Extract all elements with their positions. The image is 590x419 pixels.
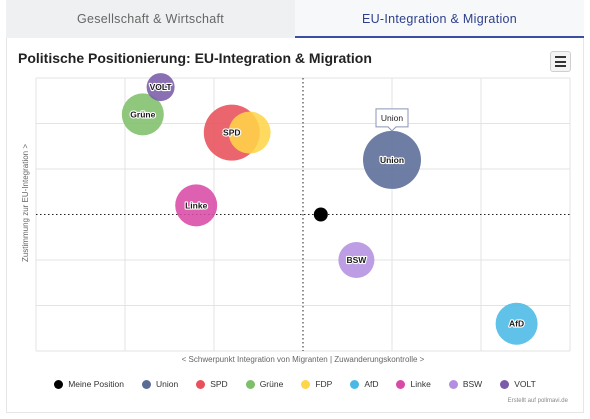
legend-label: BSW — [462, 379, 483, 389]
legend-item-spd[interactable]: SPD — [196, 379, 228, 389]
legend-marker — [448, 379, 458, 389]
legend-label: Linke — [410, 379, 431, 389]
hamburger-menu-icon[interactable] — [550, 51, 571, 72]
bubble-union[interactable] — [363, 130, 421, 189]
legend-item-volt[interactable]: VOLT — [500, 379, 536, 389]
bubble-linke[interactable] — [175, 184, 218, 227]
legend-marker — [396, 379, 406, 389]
bubble-label-afd: AfD — [509, 319, 524, 329]
legend-label: FDP — [315, 379, 333, 389]
legend-marker — [196, 379, 206, 389]
legend-marker — [141, 379, 151, 389]
legend-label: Meine Position — [68, 379, 124, 389]
bubble-label-spd: SPD — [223, 128, 240, 138]
credits-link[interactable]: Erstellt auf pollmavi.de — [507, 398, 568, 404]
legend-marker — [500, 379, 510, 389]
tab-gesellschaft-wirtschaft[interactable]: Gesellschaft & Wirtschaft — [76, 12, 225, 26]
bubble-bsw[interactable] — [338, 242, 375, 278]
bubble-label-volt: VOLT — [150, 82, 173, 92]
legend-marker — [54, 379, 64, 389]
legend-item-linke[interactable]: Linke — [396, 379, 431, 389]
tab-bar: Gesellschaft & Wirtschaft EU-Integration… — [6, 0, 584, 38]
legend-label: Union — [155, 379, 179, 389]
bubble-meine-position[interactable] — [313, 207, 328, 222]
legend-item-afd[interactable]: AfD — [350, 379, 378, 389]
y-axis-label: Zustimmung zur EU-Integration > — [21, 143, 30, 263]
menu-bar — [555, 60, 566, 63]
bubble-label-linke: Linke — [185, 200, 207, 210]
tooltip-box — [375, 108, 409, 132]
legend-label: Grüne — [259, 379, 284, 389]
menu-bar — [555, 56, 566, 58]
legend-item-grüne[interactable]: Grüne — [245, 379, 284, 389]
legend-label: VOLT — [514, 379, 536, 389]
bubble-label-grüne: Grüne — [130, 109, 155, 119]
menu-bar — [555, 65, 566, 67]
bubble-fdp[interactable] — [228, 111, 271, 154]
legend: Meine Position Union SPD Grüne FDP AfD Linke BS… — [0, 379, 590, 389]
bubble-label-union: Union — [380, 155, 404, 165]
legend-item-union[interactable]: Union — [141, 379, 179, 389]
bubble-label-bsw: BSW — [346, 255, 367, 265]
bubble-volt[interactable] — [146, 73, 175, 102]
legend-marker — [245, 379, 255, 389]
legend-marker — [301, 379, 311, 389]
tab-eu-integration-migration[interactable]: EU-Integration & Migration — [295, 0, 584, 38]
legend-marker — [350, 379, 360, 389]
bubble-afd[interactable] — [495, 302, 538, 345]
tooltip-text: Union — [381, 113, 403, 123]
bubble-grüne[interactable] — [121, 93, 164, 136]
x-axis-label: < Schwerpunkt Integration von Migranten … — [181, 355, 425, 364]
legend-label: AfD — [364, 379, 379, 389]
legend-label: SPD — [210, 379, 228, 389]
legend-item-bsw[interactable]: BSW — [448, 379, 483, 389]
legend-item-meine-position[interactable]: Meine Position — [54, 379, 124, 389]
chart-title: Politische Positionierung: EU-Integratio… — [18, 50, 372, 66]
legend-item-fdp[interactable]: FDP — [301, 379, 332, 389]
